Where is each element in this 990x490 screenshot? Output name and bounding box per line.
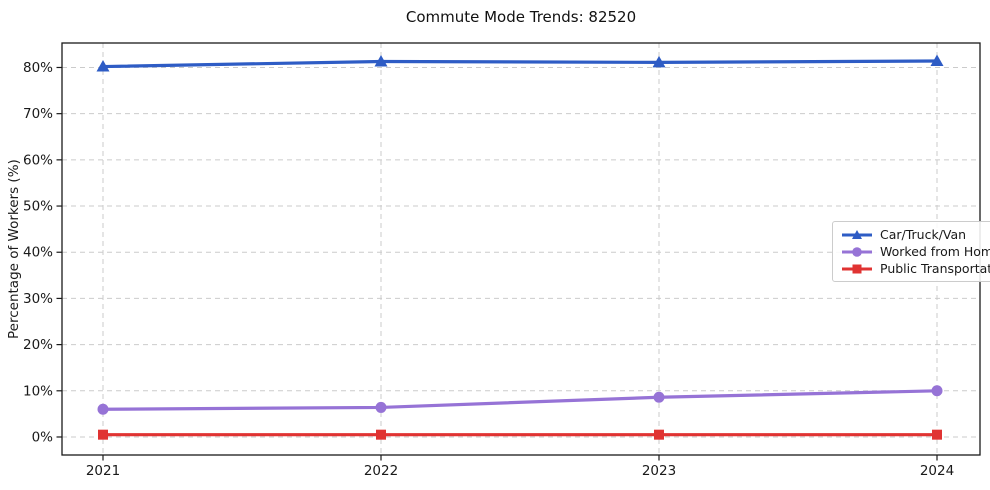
y-tick-label: 20%	[23, 337, 53, 353]
chart-title: Commute Mode Trends: 82520	[405, 8, 637, 26]
marker-circle-worked-from-home	[375, 401, 387, 413]
legend-item-car-truck-van: Car/Truck/Van	[841, 227, 990, 242]
y-tick-label: 10%	[23, 383, 53, 399]
series-line-car-truck-van	[101, 59, 939, 69]
y-tick-label: 70%	[23, 106, 53, 122]
marker-square-public-transportation	[932, 429, 942, 440]
marker-triangle-car-truck-van	[96, 60, 110, 72]
y-tick-label: 30%	[23, 291, 53, 307]
marker-square-public-transportation	[376, 429, 386, 440]
marker-triangle-car-truck-van	[930, 54, 944, 67]
y-tick-label: 60%	[23, 152, 53, 168]
marker-circle-worked-from-home	[653, 391, 665, 403]
marker-triangle-car-truck-van	[374, 54, 388, 67]
y-tick-label: 50%	[23, 199, 53, 215]
y-tick-label: 40%	[23, 245, 53, 261]
legend-swatch-square-icon	[842, 264, 872, 273]
x-tick-label: 2021	[86, 463, 120, 479]
series-line-worked-from-home	[101, 389, 939, 411]
legend-label: Worked from Home	[880, 244, 990, 259]
marker-circle-worked-from-home	[97, 403, 109, 415]
marker-triangle-car-truck-van	[652, 55, 666, 68]
y-tick-label: 0%	[32, 429, 54, 445]
legend-item-public-transportation: Public Transportation	[841, 261, 990, 276]
marker-square-public-transportation	[654, 429, 664, 440]
legend-swatch-circle-icon	[842, 246, 872, 257]
x-tick-label: 2022	[364, 463, 398, 479]
marker-circle-worked-from-home	[931, 385, 943, 397]
legend-item-worked-from-home: Worked from Home	[841, 244, 990, 259]
x-tick-label: 2024	[920, 463, 954, 479]
y-tick-label: 80%	[23, 60, 53, 76]
legend-swatch-triangle-icon	[842, 229, 872, 239]
legend-label: Car/Truck/Van	[880, 227, 967, 242]
legend-label: Public Transportation	[880, 261, 990, 276]
marker-square-public-transportation	[98, 429, 108, 440]
legend: Car/Truck/Van Worked from Home Public Tran…	[832, 221, 990, 282]
x-tick-label: 2023	[642, 463, 676, 479]
